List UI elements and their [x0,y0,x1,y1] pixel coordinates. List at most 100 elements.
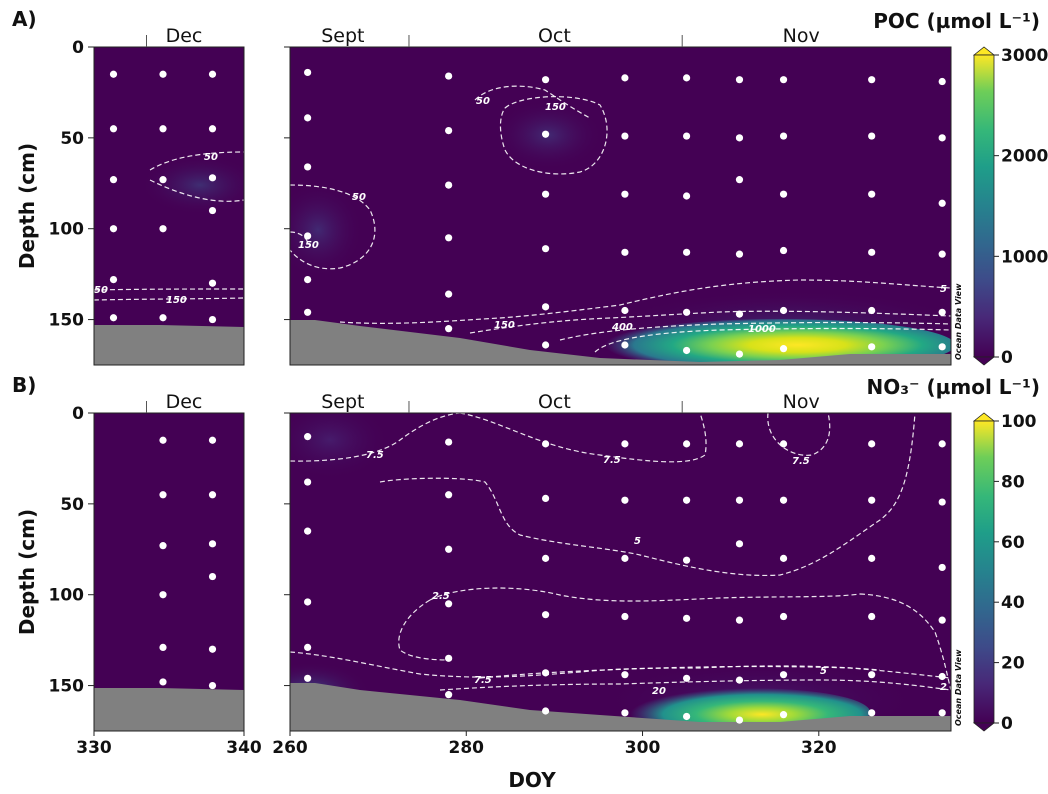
panel-a-dec-contour-label-3: 150 [166,295,187,306]
sample-point [541,341,550,349]
xtick-label: 280 [449,738,485,758]
panel-b: B) 7.5 7.5 7. [12,373,1040,758]
sample-point [159,542,167,550]
panel-b-main-contour-7.5b [459,413,707,463]
sample-point [621,248,629,256]
sample-point [109,314,118,322]
sample-point [779,496,788,504]
panel-a-main-contour-1000 [594,327,951,353]
panel-a-dec-plot [94,47,244,365]
panel-b-main-frame [289,412,952,732]
panel-b-dec-plot [94,413,244,731]
panel-a-colorbar [973,54,995,358]
panel-a-dec-points [109,70,217,324]
panel-b-main-contour-5-bottom [479,665,951,679]
sample-point [109,225,118,233]
sample-point [541,440,550,448]
panel-b-main-contour-label-3: 7.5 [792,456,810,467]
sample-point [208,572,217,581]
panel-a-ylabel: Depth (cm) [15,143,39,269]
sample-point [735,350,744,358]
colorbar-tick-label: 3000 [1001,46,1048,66]
colorbar-tick-label: 40 [1001,593,1025,613]
month-label: Dec [166,25,203,47]
sample-point [541,130,550,138]
panel-a-main-contour-label-7: 1000 [748,324,776,335]
xtick-label: 300 [625,738,661,758]
sample-point [159,176,167,184]
colorbar-tick-label: 100 [1001,412,1037,432]
panel-b-dec-frame [93,412,245,732]
x-axis-ticks: 330 340 260 280 300 320 [76,731,837,758]
sample-point [938,250,946,258]
panel-a-dec-shade [140,155,244,215]
panel-b-colorbar [973,420,995,724]
sample-point [541,554,550,562]
sample-point [304,643,312,652]
sample-point [735,540,744,548]
panel-a-main-contour-150left [290,231,309,246]
panel-b-dec-points [159,436,217,690]
sample-point [735,176,744,184]
sample-point [735,496,744,504]
panel-a-colorbar-ticks: 0 1000 2000 3000 [994,46,1048,368]
sample-point [541,611,550,619]
panel-b-colorbar-ticks: 0 20 40 60 80 100 [994,412,1037,734]
colorbar-tick-label: 60 [1001,533,1025,553]
month-label: Nov [783,391,820,413]
sample-point [938,498,946,506]
sample-point [109,125,118,133]
panel-a: A) 50 50 150 [12,7,1048,368]
panel-a-colorbar-bottom-arrow [972,356,996,366]
panel-b-main-contour-label-7: 20 [652,686,666,697]
panel-b-ylabel: Depth (cm) [15,509,39,635]
sample-point [868,76,876,84]
sample-point [735,676,744,684]
month-label: Sept [321,25,364,47]
month-label: Dec [166,391,203,413]
sample-point [735,310,744,318]
sample-point [735,716,744,724]
panel-a-main-contour-label-2: 150 [545,102,566,113]
sample-point [735,440,744,448]
sample-point [541,303,550,311]
sample-point [621,132,629,140]
xtick-label: 320 [801,738,837,758]
panel-b-main-contour-label-4: 5 [634,536,641,547]
sample-point [109,176,118,184]
sample-point [208,645,217,653]
sample-point [159,678,167,686]
sample-point [304,68,312,77]
sample-point [445,181,453,189]
sample-point [304,275,312,284]
panel-a-yticks: 0 50 100 150 [49,38,290,331]
sample-point [445,126,453,135]
panel-a-main-contour-label-4: 150 [298,240,319,251]
ytick-label: 50 [60,129,84,149]
panel-b-colorbar-top-arrow [972,412,996,422]
panel-b-main-contour-2.5-left [398,599,451,661]
panel-a-main-contour-label-1: 50 [476,96,490,107]
sample-point [541,707,550,715]
sample-point [445,691,453,699]
panel-b-main-contour-label-5: 2.5 [432,591,450,602]
sample-point [938,134,946,142]
month-label: Oct [538,25,571,47]
sample-point [208,315,217,324]
sample-point [541,494,550,503]
sample-point [938,709,946,717]
sample-point [683,712,691,721]
panel-b-main-points [304,433,946,724]
sample-point [304,163,312,171]
panel-b-main-contour-7.5c [767,413,831,456]
sample-point [445,72,453,80]
panel-b-months: Dec Sept Oct Nov [146,391,820,413]
ytick-label: 50 [60,495,84,515]
panel-a-main-frame [289,46,952,366]
panel-a-main-contour-150top [499,96,608,175]
sample-point [683,346,691,355]
sample-point [304,114,312,122]
xtick-label: 260 [272,738,308,758]
sample-point [445,654,453,662]
sample-point [779,132,788,140]
